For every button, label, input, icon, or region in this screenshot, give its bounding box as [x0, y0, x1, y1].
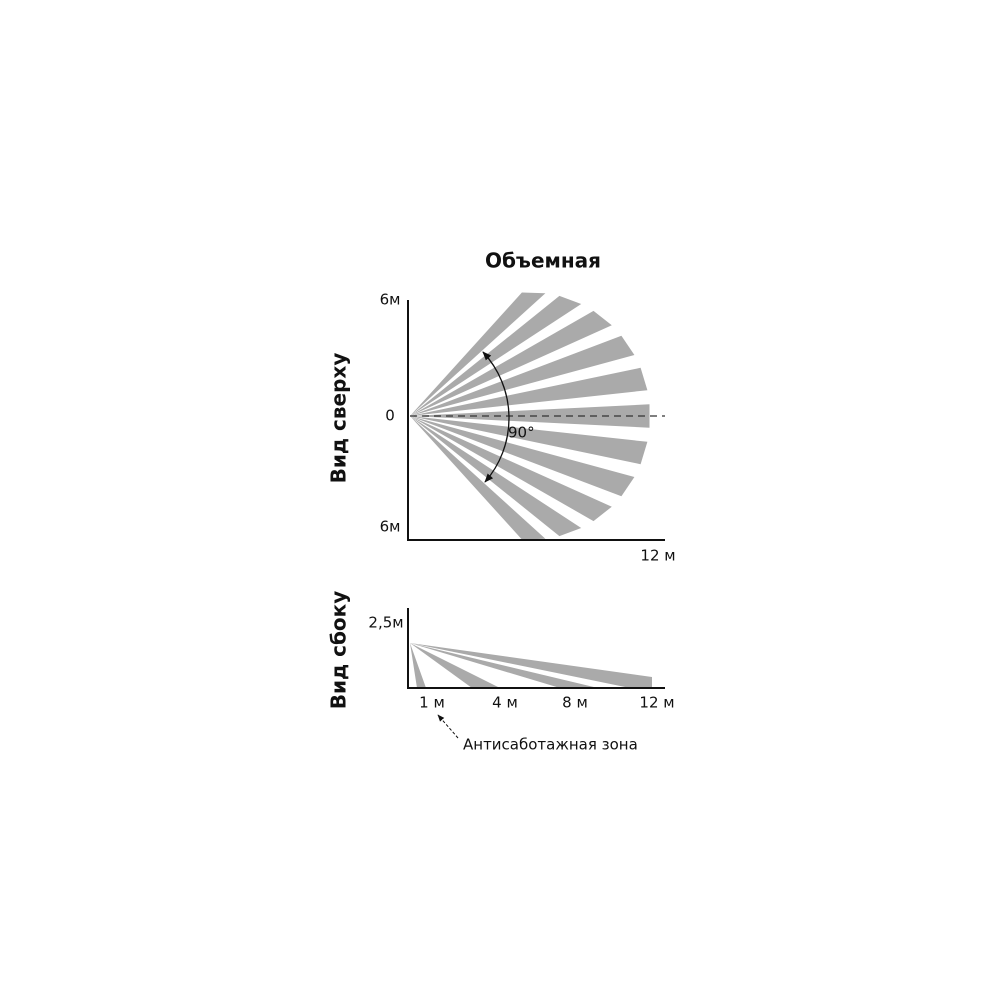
top-axes: [407, 300, 665, 541]
x-tick-label: 4 м: [492, 694, 518, 712]
top-view-label: Вид сверху: [327, 353, 351, 484]
y-bottom-label: 6м: [380, 518, 401, 536]
beam: [410, 335, 635, 416]
beam: [410, 367, 648, 416]
beam: [410, 643, 500, 688]
beam: [410, 416, 612, 522]
beam: [410, 416, 648, 465]
x-tick-label: 1 м: [419, 694, 445, 712]
beam: [410, 416, 635, 497]
beam: [410, 404, 650, 428]
beam: [410, 643, 652, 688]
title: Объемная: [485, 249, 601, 273]
beam: [410, 643, 426, 688]
side-y-label: 2,5м: [368, 614, 403, 632]
beam: [410, 310, 612, 416]
note: Антисаботажная зона: [463, 736, 638, 754]
x-end-label: 12 м: [640, 547, 675, 565]
angle-arc: [482, 351, 510, 483]
side-view-beams: [410, 643, 652, 688]
x-tick-label: 12 м: [639, 694, 674, 712]
beam: [410, 416, 546, 540]
side-view-label: Вид сбоку: [327, 591, 351, 710]
x-tick-label: 8 м: [562, 694, 588, 712]
angle-label: 90°: [508, 424, 535, 442]
y-top-label: 6м: [380, 291, 401, 309]
top-view-beams: [410, 292, 650, 540]
beam: [410, 295, 582, 416]
beam: [410, 416, 582, 537]
beam: [410, 643, 598, 688]
y-zero-label: 0: [385, 407, 395, 425]
side-axes: [407, 608, 665, 689]
beam: [410, 292, 546, 416]
note-arrow: [437, 714, 459, 739]
